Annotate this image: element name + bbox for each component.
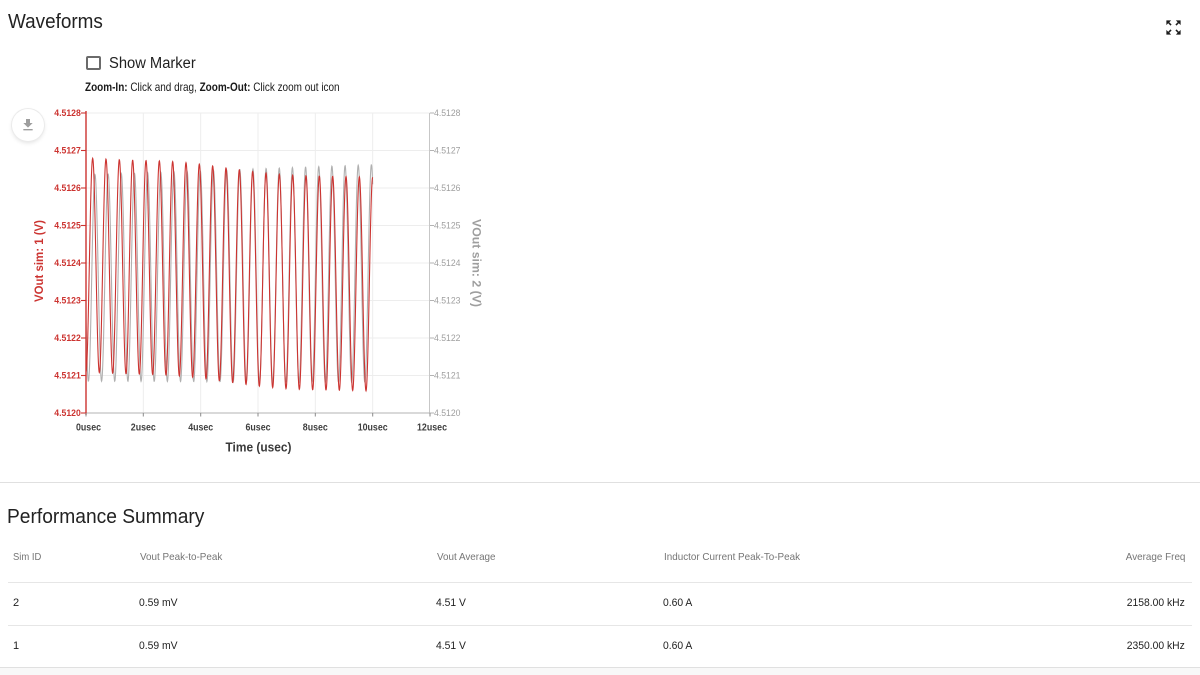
svg-text:4.5127: 4.5127: [54, 146, 81, 157]
svg-text:4.5126: 4.5126: [54, 183, 81, 194]
svg-text:4.5125: 4.5125: [434, 221, 461, 232]
svg-text:4.5128: 4.5128: [434, 108, 461, 119]
svg-text:2usec: 2usec: [131, 423, 156, 434]
svg-text:4.5126: 4.5126: [434, 183, 461, 194]
svg-text:4.5123: 4.5123: [434, 296, 461, 307]
svg-text:4.5121: 4.5121: [434, 371, 461, 382]
svg-text:VOut sim: 2 (V): VOut sim: 2 (V): [470, 219, 482, 307]
svg-text:4usec: 4usec: [188, 423, 213, 434]
svg-text:8usec: 8usec: [303, 423, 328, 434]
svg-text:6usec: 6usec: [246, 423, 271, 434]
svg-text:4.5123: 4.5123: [54, 296, 81, 307]
svg-text:4.5122: 4.5122: [434, 333, 461, 344]
svg-text:4.5124: 4.5124: [54, 258, 81, 269]
svg-text:Time (usec): Time (usec): [226, 440, 292, 455]
svg-text:4.5128: 4.5128: [54, 108, 81, 119]
svg-text:4.5120: 4.5120: [54, 408, 81, 419]
svg-text:0usec: 0usec: [76, 423, 101, 434]
svg-text:4.5127: 4.5127: [434, 146, 461, 157]
svg-text:4.5125: 4.5125: [54, 221, 81, 232]
svg-text:12usec: 12usec: [417, 423, 447, 434]
svg-text:VOut sim: 1 (V): VOut sim: 1 (V): [34, 220, 46, 302]
svg-text:10usec: 10usec: [358, 423, 388, 434]
svg-text:4.5122: 4.5122: [54, 333, 81, 344]
svg-text:4.5120: 4.5120: [434, 408, 461, 419]
svg-text:4.5124: 4.5124: [434, 258, 461, 269]
svg-text:4.5121: 4.5121: [54, 371, 81, 382]
